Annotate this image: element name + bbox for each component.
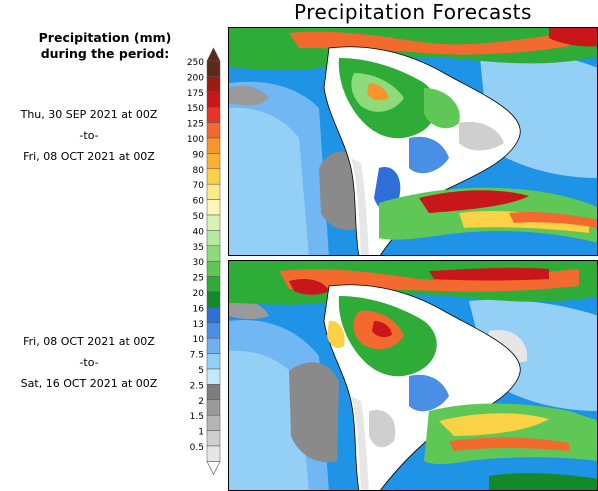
colorbar-swatch-250 <box>206 60 221 77</box>
legend-heading-line1: Precipitation (mm) <box>38 30 172 45</box>
colorbar-tick-label: 150 <box>187 104 204 114</box>
period-2-end: Sat, 16 OCT 2021 at 00Z <box>20 377 158 390</box>
colorbar-tick-label: 175 <box>187 89 204 99</box>
period-1-end: Fri, 08 OCT 2021 at 00Z <box>23 150 155 163</box>
colorbar-swatch-16 <box>206 307 221 324</box>
period-1-label: Thu, 30 SEP 2021 at 00Z -to- Fri, 08 OCT… <box>0 104 178 167</box>
colorbar-swatch-1 <box>206 430 221 447</box>
colorbar-tick-label: 200 <box>187 73 204 83</box>
colorbar-tick-label: 2.5 <box>190 381 204 391</box>
colorbar-tick-label: 2 <box>198 397 204 407</box>
colorbar-swatch-200 <box>206 76 221 93</box>
colorbar-tick-label: 60 <box>193 197 205 207</box>
colorbar-top-arrow <box>206 47 221 62</box>
colorbar-tick-label: 250 <box>187 58 204 68</box>
colorbar-tick-label: 13 <box>193 320 204 330</box>
colorbar-swatch-0.5 <box>206 445 221 462</box>
dry-area-gray <box>289 362 339 463</box>
colorbar-tick-label: 30 <box>193 258 205 268</box>
colorbar-swatch-5 <box>206 368 221 385</box>
colorbar-swatch-70 <box>206 183 221 200</box>
precipitation-colorbar: 2502001751501251009080706050403530252016… <box>187 47 221 476</box>
colorbar-tick-label: 16 <box>193 304 205 314</box>
colorbar-swatch-40 <box>206 230 221 247</box>
legend-heading-line2: during the period: <box>40 46 170 61</box>
colorbar-swatch-13 <box>206 322 221 339</box>
colorbar-tick-label: 100 <box>187 135 204 145</box>
colorbar-tick-label: 125 <box>187 120 204 130</box>
colorbar-swatch-175 <box>206 91 221 108</box>
colorbar-tick-label: 35 <box>193 243 204 253</box>
colorbar-tick-label: 1 <box>198 428 204 438</box>
colorbar-swatch-100 <box>206 137 221 154</box>
colorbar-tick-label: 70 <box>193 181 205 191</box>
dry-area-gray <box>319 151 359 230</box>
period-2-start: Fri, 08 OCT 2021 at 00Z <box>23 335 155 348</box>
colorbar-swatch-30 <box>206 260 221 277</box>
colorbar-bottom-arrow <box>206 461 221 476</box>
colorbar-tick-label: 0.5 <box>190 443 204 453</box>
colorbar-swatch-60 <box>206 199 221 216</box>
colorbar-tick-label: 20 <box>193 289 205 299</box>
colorbar-swatch-2.5 <box>206 384 221 401</box>
forecast-map-period-2 <box>228 260 598 491</box>
colorbar-swatch-50 <box>206 214 221 231</box>
colorbar-swatch-20 <box>206 291 221 308</box>
period-1-start: Thu, 30 SEP 2021 at 00Z <box>20 108 158 121</box>
colorbar-tick-label: 80 <box>193 166 205 176</box>
colorbar-swatch-25 <box>206 276 221 293</box>
colorbar-swatch-1.5 <box>206 414 221 431</box>
colorbar-swatch-90 <box>206 153 221 170</box>
period-2-label: Fri, 08 OCT 2021 at 00Z -to- Sat, 16 OCT… <box>0 331 178 394</box>
forecast-map-period-1 <box>228 27 598 256</box>
colorbar-tick-label: 50 <box>193 212 205 222</box>
period-2-sep: -to- <box>79 356 99 369</box>
frontal-rain-band <box>424 403 597 464</box>
colorbar-swatch-7.5 <box>206 353 221 370</box>
chart-title: Precipitation Forecasts <box>294 0 532 24</box>
colorbar-tick-label: 1.5 <box>190 412 204 422</box>
colorbar-tick-label: 5 <box>198 366 204 376</box>
colorbar-swatch-125 <box>206 122 221 139</box>
colorbar-swatch-35 <box>206 245 221 262</box>
colorbar-tick-label: 40 <box>193 227 205 237</box>
colorbar-tick-label: 10 <box>193 335 205 345</box>
legend-heading: Precipitation (mm) during the period: <box>0 30 210 62</box>
colorbar-swatch-2 <box>206 399 221 416</box>
colorbar-swatch-80 <box>206 168 221 185</box>
colorbar-tick-label: 25 <box>193 274 204 284</box>
colorbar-swatch-10 <box>206 337 221 354</box>
colorbar-swatch-150 <box>206 106 221 123</box>
colorbar-tick-label: 7.5 <box>190 351 204 361</box>
period-1-sep: -to- <box>79 129 99 142</box>
colorbar-tick-label: 90 <box>193 150 205 160</box>
